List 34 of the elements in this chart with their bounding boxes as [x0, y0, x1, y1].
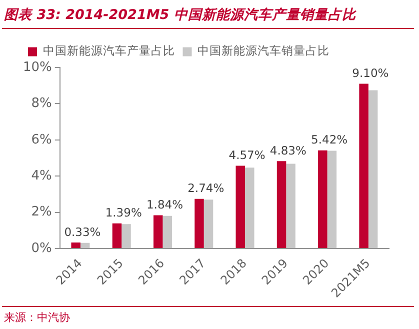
- y-tick-label: 0%: [31, 240, 52, 256]
- bar: [236, 166, 246, 248]
- data-label: 0.33%: [64, 224, 101, 239]
- source-note: 来源：中汽协: [4, 310, 70, 325]
- legend-label: 中国新能源汽车产量占比: [42, 44, 175, 58]
- data-label: 1.39%: [105, 206, 142, 220]
- bar: [162, 216, 172, 248]
- data-label: 4.57%: [228, 148, 266, 162]
- y-tick-label: 10%: [22, 60, 52, 75]
- bar: [359, 84, 368, 248]
- data-label: 9.10%: [352, 66, 389, 80]
- legend-label: 中国新能源汽车销量占比: [198, 44, 330, 58]
- bar: [327, 150, 337, 248]
- bar: [276, 161, 286, 248]
- y-tick-label: 4%: [31, 168, 52, 184]
- data-label: 2.74%: [188, 181, 224, 196]
- chart-title: 图表 33: 2014-2021M5 中国新能源汽车产量销量占比: [4, 6, 356, 24]
- bar: [122, 224, 131, 248]
- bar: [204, 200, 214, 248]
- bar: [112, 223, 122, 248]
- bar: [318, 150, 328, 248]
- bar: [368, 90, 378, 248]
- data-label: 4.83%: [270, 143, 306, 158]
- y-tick-label: 2%: [31, 204, 52, 220]
- data-label: 5.42%: [311, 132, 348, 147]
- data-label: 1.84%: [146, 197, 184, 212]
- bar: [71, 242, 80, 248]
- bar: [194, 198, 204, 248]
- y-tick-label: 6%: [31, 132, 52, 148]
- bar: [153, 215, 163, 248]
- y-tick-label: 8%: [31, 96, 52, 112]
- bar: [245, 168, 254, 248]
- bar: [286, 164, 296, 248]
- bar: [80, 242, 90, 248]
